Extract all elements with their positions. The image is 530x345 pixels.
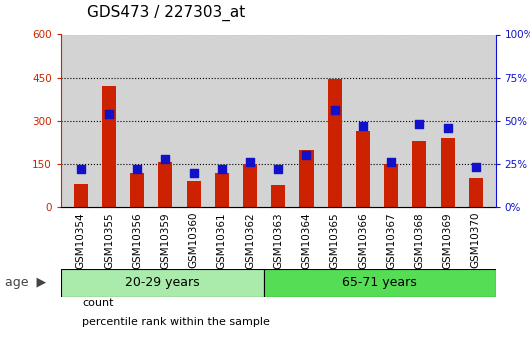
Bar [243,165,257,207]
Point [218,166,226,172]
Text: GSM10364: GSM10364 [302,212,312,269]
Bar [264,269,496,297]
Point [302,152,311,158]
Point [105,111,113,117]
Text: GSM10365: GSM10365 [330,212,340,269]
Bar [271,186,285,207]
Point [330,108,339,113]
Bar [158,162,172,207]
Bar [356,131,370,207]
Bar [469,178,483,207]
Text: GDS473 / 227303_at: GDS473 / 227303_at [87,4,246,21]
Point [76,166,85,172]
Text: GSM10354: GSM10354 [76,212,86,269]
Point [274,166,282,172]
Point [359,123,367,129]
Bar [299,149,314,207]
Text: GSM10369: GSM10369 [443,212,453,269]
Bar [187,181,201,207]
Point [415,121,423,127]
Bar [412,141,427,207]
Text: GSM10366: GSM10366 [358,212,368,269]
Text: GSM10362: GSM10362 [245,212,255,269]
Text: 65-71 years: 65-71 years [342,276,417,289]
Point [472,165,480,170]
Text: GSM10356: GSM10356 [132,212,142,269]
Bar [384,165,398,207]
Text: count: count [82,298,113,308]
Bar [440,138,455,207]
Text: age  ▶: age ▶ [5,276,47,289]
Point [443,125,452,130]
Text: GSM10370: GSM10370 [471,212,481,268]
Text: GSM10359: GSM10359 [161,212,170,269]
Point [387,159,395,165]
Text: GSM10361: GSM10361 [217,212,227,269]
Bar [102,86,116,207]
Text: 20-29 years: 20-29 years [125,276,200,289]
Text: GSM10355: GSM10355 [104,212,114,269]
Point [161,156,170,161]
Text: GSM10360: GSM10360 [189,212,199,268]
Bar [74,184,88,207]
Point [246,159,254,165]
Text: GSM10368: GSM10368 [414,212,425,269]
Bar [130,172,144,207]
Bar [61,269,264,297]
Text: GSM10367: GSM10367 [386,212,396,269]
Point [133,166,142,172]
Text: GSM10363: GSM10363 [273,212,283,269]
Text: percentile rank within the sample: percentile rank within the sample [82,317,270,327]
Point [189,170,198,175]
Bar [328,79,342,207]
Bar [215,172,229,207]
